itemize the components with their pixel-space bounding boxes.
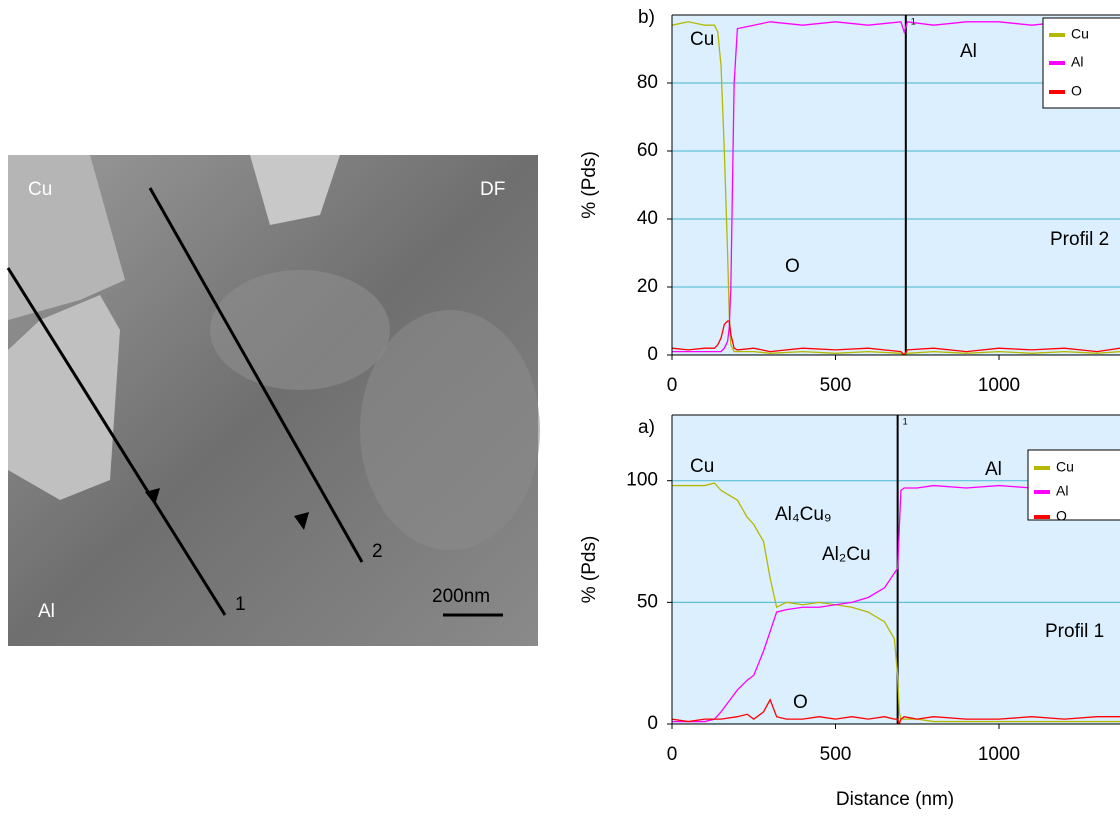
series-line bbox=[672, 484, 1120, 723]
image-label: 2 bbox=[372, 541, 383, 562]
annotation: Al₄Cu₉ bbox=[775, 504, 831, 525]
y-tick-label: 20 bbox=[637, 276, 658, 297]
annotation: Al₂Cu bbox=[822, 544, 871, 565]
legend-label: Cu bbox=[1071, 26, 1089, 42]
legend-label: Al bbox=[1071, 54, 1083, 70]
annotation: Profil 2 bbox=[1050, 229, 1109, 250]
image-label: DF bbox=[480, 179, 505, 200]
y-tick-label: 80 bbox=[637, 72, 658, 93]
y-axis-label: % (Pds) bbox=[579, 151, 600, 219]
y-tick-label: 0 bbox=[647, 344, 658, 365]
image-label: Cu bbox=[28, 179, 52, 200]
x-tick-label: 1000 bbox=[978, 744, 1020, 765]
series-line bbox=[672, 320, 1120, 355]
annotation: Al bbox=[960, 41, 977, 62]
annotation: O bbox=[793, 692, 808, 713]
annotation: Profil 1 bbox=[1045, 621, 1104, 642]
y-axis-label: % (Pds) bbox=[579, 536, 600, 604]
x-tick-label: 500 bbox=[820, 375, 852, 396]
series-line bbox=[672, 482, 1120, 723]
micrograph: Cu DF Al 1 2 200nm bbox=[6, 155, 540, 646]
x-tick-label: 0 bbox=[667, 744, 678, 765]
x-tick-label: 1000 bbox=[978, 375, 1020, 396]
panel-label: a) bbox=[638, 417, 655, 438]
image-label: 200nm bbox=[432, 586, 490, 607]
series-line bbox=[672, 21, 1120, 353]
y-tick-label: 0 bbox=[647, 713, 658, 734]
legend-label: Al bbox=[1056, 483, 1068, 499]
image-label: Al bbox=[38, 601, 55, 622]
plot bbox=[672, 15, 1120, 355]
series-line bbox=[672, 21, 1120, 355]
y-tick-label: 50 bbox=[637, 591, 658, 612]
legend bbox=[1027, 449, 1120, 521]
y-tick-label: 40 bbox=[637, 208, 658, 229]
legend-label: O bbox=[1056, 508, 1067, 524]
panel-label: b) bbox=[638, 7, 655, 28]
annotation: O bbox=[785, 256, 800, 277]
y-tick-label: 100 bbox=[626, 470, 658, 491]
marker-label: 1 bbox=[911, 16, 916, 26]
annotation: Cu bbox=[690, 29, 714, 50]
x-axis-label: Distance (nm) bbox=[836, 789, 954, 810]
legend-label: Cu bbox=[1056, 459, 1074, 475]
annotation: Al bbox=[985, 459, 1002, 480]
marker-label: 1 bbox=[903, 416, 908, 426]
image-label: 1 bbox=[235, 594, 246, 615]
annotation: Cu bbox=[690, 456, 714, 477]
legend-label: O bbox=[1071, 83, 1082, 99]
x-tick-label: 500 bbox=[820, 744, 852, 765]
x-tick-label: 0 bbox=[667, 375, 678, 396]
y-tick-label: 60 bbox=[637, 140, 658, 161]
series-line bbox=[672, 698, 1120, 724]
